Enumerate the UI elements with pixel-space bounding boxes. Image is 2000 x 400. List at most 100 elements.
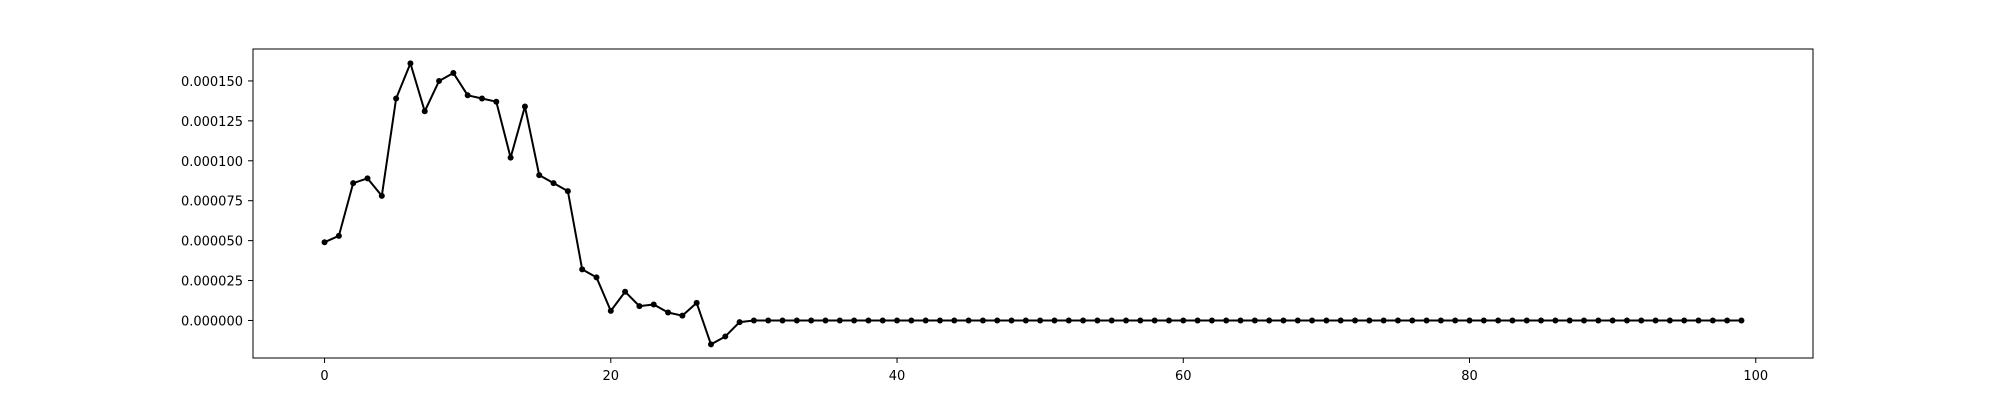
y-axis-ticks: 0.000000 0.000025 0.000050 0.000075 0.000100… bbox=[181, 75, 253, 329]
data-point bbox=[1480, 317, 1487, 324]
data-point bbox=[1538, 317, 1545, 324]
data-point bbox=[1037, 317, 1044, 324]
data-point bbox=[1237, 317, 1244, 324]
data-point bbox=[1065, 317, 1072, 324]
data-point bbox=[478, 95, 485, 102]
data-point bbox=[1137, 317, 1144, 324]
data-point bbox=[350, 180, 357, 187]
x-tick-label: 100 bbox=[1743, 369, 1768, 384]
y-tick-label: 0.000075 bbox=[181, 195, 243, 210]
data-point bbox=[1194, 317, 1201, 324]
data-point bbox=[1294, 317, 1301, 324]
data-point bbox=[579, 266, 586, 273]
data-point bbox=[421, 108, 428, 115]
data-point bbox=[707, 341, 714, 348]
data-point bbox=[1008, 317, 1015, 324]
data-point bbox=[1623, 317, 1630, 324]
data-point bbox=[493, 98, 500, 105]
series-line bbox=[324, 62, 1742, 346]
data-point bbox=[1738, 317, 1745, 324]
data-point bbox=[1609, 317, 1616, 324]
data-point bbox=[1251, 317, 1258, 324]
y-tick-label: 0.000000 bbox=[181, 314, 243, 329]
data-point bbox=[1709, 317, 1716, 324]
data-point bbox=[407, 60, 414, 67]
data-point bbox=[335, 232, 342, 239]
data-point bbox=[1523, 317, 1530, 324]
data-point bbox=[1108, 317, 1115, 324]
x-tick-label: 0 bbox=[320, 369, 328, 384]
y-tick-label: 0.000125 bbox=[181, 115, 243, 130]
data-point bbox=[936, 317, 943, 324]
x-axis-ticks: 0 20 40 60 80 100 bbox=[320, 358, 1768, 384]
data-point bbox=[1223, 317, 1230, 324]
data-point bbox=[879, 317, 886, 324]
data-point bbox=[779, 317, 786, 324]
data-point bbox=[979, 317, 986, 324]
data-point bbox=[736, 319, 743, 326]
data-point bbox=[793, 317, 800, 324]
data-point bbox=[1437, 317, 1444, 324]
data-point bbox=[593, 274, 600, 281]
data-point bbox=[1051, 317, 1058, 324]
data-point bbox=[750, 317, 757, 324]
data-point bbox=[1165, 317, 1172, 324]
x-tick-label: 20 bbox=[603, 369, 620, 384]
y-tick-label: 0.000025 bbox=[181, 275, 243, 290]
y-tick-label: 0.000100 bbox=[181, 155, 243, 170]
data-point bbox=[836, 317, 843, 324]
data-point bbox=[851, 317, 858, 324]
data-point bbox=[507, 154, 514, 161]
data-point bbox=[536, 172, 543, 179]
data-point bbox=[450, 69, 457, 76]
data-point bbox=[1366, 317, 1373, 324]
data-point bbox=[1423, 317, 1430, 324]
data-point bbox=[1180, 317, 1187, 324]
data-point bbox=[1638, 317, 1645, 324]
data-point bbox=[607, 307, 614, 314]
data-point bbox=[364, 175, 371, 182]
data-point bbox=[636, 303, 643, 310]
series-layer bbox=[321, 60, 1745, 348]
data-point bbox=[393, 95, 400, 102]
data-point bbox=[1509, 317, 1516, 324]
data-point bbox=[1394, 317, 1401, 324]
data-point bbox=[1452, 317, 1459, 324]
data-point bbox=[951, 317, 958, 324]
y-tick-label: 0.000050 bbox=[181, 235, 243, 250]
data-point bbox=[865, 317, 872, 324]
data-point bbox=[1352, 317, 1359, 324]
data-point bbox=[1724, 317, 1731, 324]
data-point bbox=[650, 301, 657, 308]
data-point bbox=[765, 317, 772, 324]
data-point bbox=[622, 288, 629, 295]
data-point bbox=[378, 192, 385, 199]
data-point bbox=[894, 317, 901, 324]
data-point bbox=[679, 312, 686, 319]
data-point bbox=[1595, 317, 1602, 324]
data-point bbox=[564, 188, 571, 195]
data-point bbox=[1123, 317, 1130, 324]
data-point bbox=[922, 317, 929, 324]
data-point bbox=[665, 309, 672, 316]
data-point bbox=[1380, 317, 1387, 324]
data-point bbox=[521, 103, 528, 110]
data-point bbox=[1495, 317, 1502, 324]
data-point bbox=[808, 317, 815, 324]
data-point bbox=[965, 317, 972, 324]
data-point bbox=[1080, 317, 1087, 324]
data-point bbox=[436, 77, 443, 84]
data-point bbox=[1666, 317, 1673, 324]
data-point bbox=[1409, 317, 1416, 324]
data-point bbox=[1695, 317, 1702, 324]
data-point bbox=[1466, 317, 1473, 324]
data-point bbox=[550, 180, 557, 187]
data-point bbox=[1552, 317, 1559, 324]
data-point bbox=[1208, 317, 1215, 324]
data-point bbox=[1151, 317, 1158, 324]
data-point bbox=[1337, 317, 1344, 324]
data-point bbox=[1022, 317, 1029, 324]
data-point bbox=[693, 299, 700, 306]
data-point bbox=[1266, 317, 1273, 324]
